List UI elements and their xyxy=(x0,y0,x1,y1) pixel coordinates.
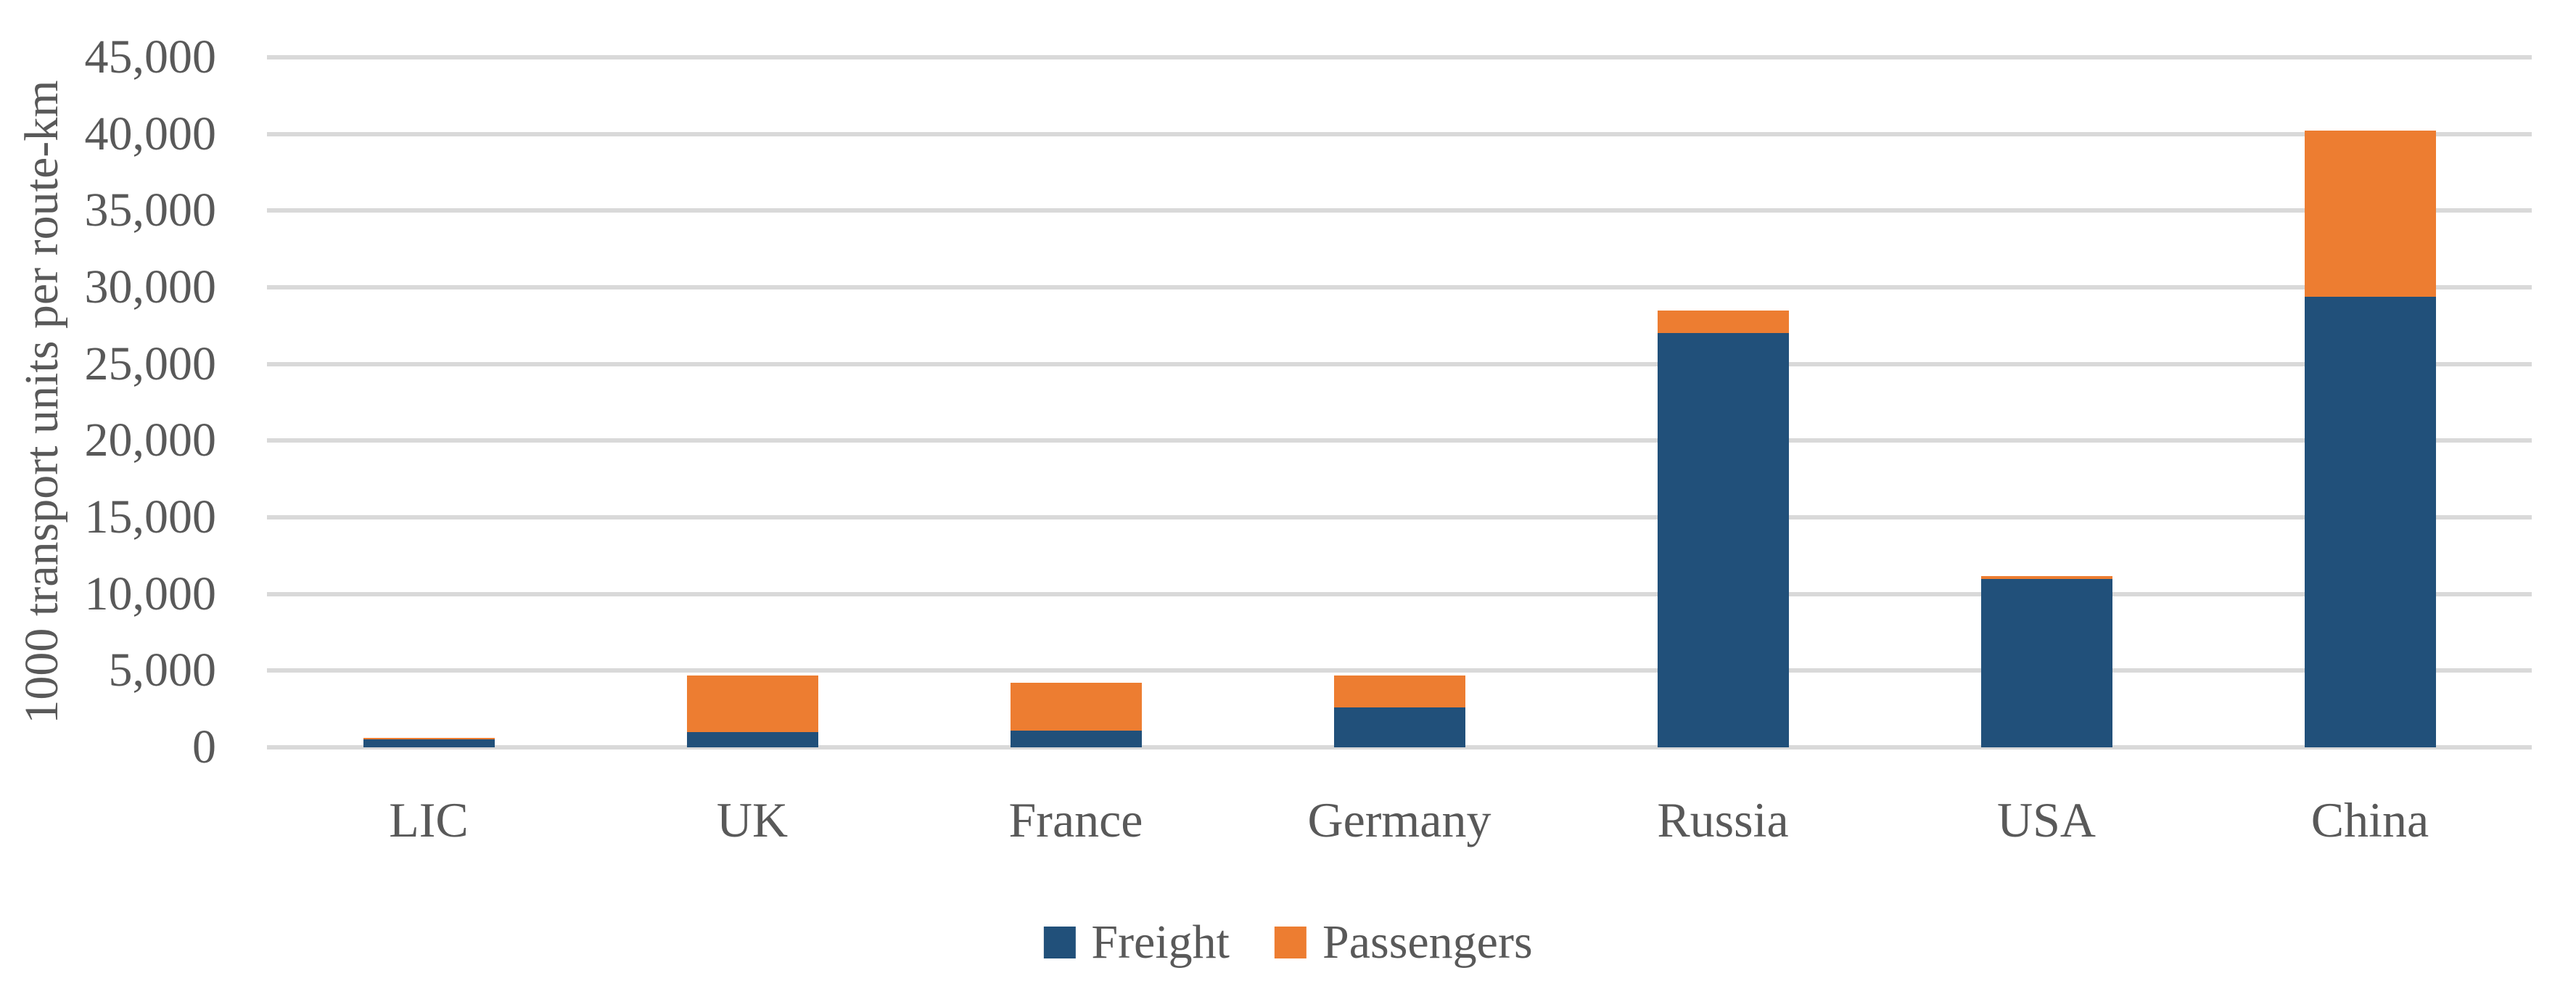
bar-segment-passengers xyxy=(2304,131,2436,297)
gridline xyxy=(267,285,2532,289)
y-axis-title: 1000 transport units per route-km xyxy=(15,80,68,724)
x-category-label-china: China xyxy=(2310,792,2429,847)
bar-group-china xyxy=(2304,131,2436,747)
bar-segment-passengers xyxy=(686,675,818,732)
bar-segment-freight xyxy=(1657,333,1789,747)
bar-segment-passengers xyxy=(1333,675,1465,708)
x-category-label-lic: LIC xyxy=(389,792,469,847)
y-tick-label: 5,000 xyxy=(108,644,217,697)
bar-group-uk xyxy=(686,675,818,747)
legend-label-passengers: Passengers xyxy=(1322,916,1533,969)
gridline xyxy=(267,55,2532,59)
bar-segment-passengers xyxy=(1657,310,1789,334)
legend-item-passengers: Passengers xyxy=(1275,915,1533,970)
x-category-label-germany: Germany xyxy=(1307,792,1491,847)
bar-segment-passengers xyxy=(363,737,495,740)
bar-group-russia xyxy=(1657,310,1789,747)
y-tick-label: 25,000 xyxy=(84,337,217,390)
bar-segment-freight xyxy=(1980,578,2112,747)
freight-swatch-icon xyxy=(1043,927,1076,958)
y-tick-label: 20,000 xyxy=(84,414,217,467)
bar-segment-passengers xyxy=(1980,576,2112,579)
passengers-swatch-icon xyxy=(1275,927,1307,958)
bar-segment-freight xyxy=(2304,296,2436,747)
gridline xyxy=(267,438,2532,443)
gridline xyxy=(267,208,2532,213)
y-tick-label: 30,000 xyxy=(84,260,217,313)
gridline xyxy=(267,131,2532,136)
bar-group-france xyxy=(1010,683,1142,747)
bar-group-germany xyxy=(1333,675,1465,747)
gridline xyxy=(267,745,2532,750)
bar-segment-freight xyxy=(686,731,818,747)
bar-group-lic xyxy=(363,737,495,747)
bar-segment-freight xyxy=(1333,707,1465,747)
bar-segment-freight xyxy=(1010,730,1142,747)
bar-segment-passengers xyxy=(1010,683,1142,731)
y-tick-label: 0 xyxy=(192,720,216,773)
gridline xyxy=(267,361,2532,366)
x-category-label-usa: USA xyxy=(1996,792,2096,847)
y-tick-label: 45,000 xyxy=(84,30,217,83)
bar-group-usa xyxy=(1980,576,2112,747)
x-category-label-uk: UK xyxy=(716,792,789,847)
legend-item-freight: Freight xyxy=(1043,915,1230,970)
gridline xyxy=(267,515,2532,520)
y-tick-label: 10,000 xyxy=(84,567,217,620)
y-tick-label: 35,000 xyxy=(84,184,217,237)
bar-segment-freight xyxy=(363,739,495,747)
legend-label-freight: Freight xyxy=(1091,916,1230,969)
legend: Freight Passengers xyxy=(1043,909,1533,976)
y-tick-label: 15,000 xyxy=(84,490,217,543)
gridline xyxy=(267,591,2532,596)
x-category-label-russia: Russia xyxy=(1657,792,1789,847)
y-tick-label: 40,000 xyxy=(84,107,217,160)
gridline xyxy=(267,668,2532,673)
x-category-label-france: France xyxy=(1008,792,1143,847)
